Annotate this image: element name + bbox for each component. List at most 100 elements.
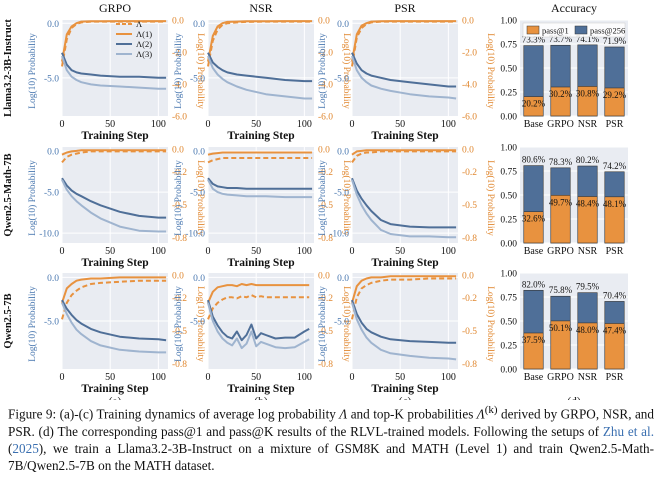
- panel-qwen2-5-7b-grpo-xtick-50: 50: [105, 372, 115, 383]
- bars-llama3-2-3b-instruct-ytick: 0.00: [500, 113, 517, 123]
- panel-llama3-2-3b-instruct-grpo-series-lambda-3: [61, 55, 167, 90]
- bar-legend-label-pass256: pass@256: [590, 26, 625, 36]
- caption-text-2: and top-K probabilities: [347, 406, 477, 422]
- bars-llama3-2-3b-instruct-label-pass1-grpo: 30.2%: [549, 89, 573, 99]
- figure-caption: Figure 9: (a)-(c) Training dynamics of a…: [8, 402, 654, 474]
- panel-qwen2-5-7b-grpo-ytick-left: 0.0: [47, 274, 59, 284]
- bars-llama3-2-3b-instruct-label-pass1-nsr: 30.8%: [576, 88, 600, 98]
- bar-legend-label-pass1: pass@1: [542, 26, 569, 36]
- row-label-llama3-2-3b-instruct: Llama3.2-3B-Instruct: [3, 19, 14, 117]
- panel-qwen2-5-math-7b-nsr-ytick-left: -10.0: [185, 230, 205, 240]
- panel-qwen2-5-math-7b-psr-ylabel-right: Log(10) Probability: [485, 160, 496, 236]
- panel-llama3-2-3b-instruct-psr-ylabel-right: Log(10) Probability: [485, 33, 496, 109]
- subfig-label-d: (d): [567, 396, 581, 400]
- bars-qwen2-5-7b-bar-pass1-nsr: [577, 322, 598, 370]
- legend-label-lambda-2: Λ(2): [136, 39, 152, 49]
- panel-llama3-2-3b-instruct-nsr-ytick-right: 0.0: [318, 17, 330, 27]
- panel-qwen2-5-math-7b-grpo-series-lambda-1: [61, 149, 167, 156]
- bars-qwen2-5-7b-label-pass1-grpo: 50.1%: [549, 323, 573, 333]
- bars-qwen2-5-math-7b-ytick: 0.50: [500, 192, 517, 202]
- panel-llama3-2-3b-instruct-psr-series-lambda-1: [351, 20, 457, 62]
- panel-qwen2-5-math-7b-psr-ytick-left: -10.0: [329, 230, 349, 240]
- legend-label-lambda-1: Λ(1): [136, 29, 152, 39]
- panel-qwen2-5-math-7b-nsr-xtick-0: 0: [206, 246, 211, 257]
- panel-qwen2-5-7b-psr-ytick-right: -0.8: [462, 360, 477, 370]
- panel-qwen2-5-math-7b-nsr-ytick-right: 0.0: [318, 146, 330, 156]
- bars-llama3-2-3b-instruct-xtick-nsr: NSR: [578, 119, 598, 130]
- panel-qwen2-5-7b-grpo-series-lambda-2: [61, 299, 167, 342]
- bars-qwen2-5-math-7b-ytick: 0.75: [500, 168, 517, 178]
- panel-qwen2-5-7b-psr-ytick-left: 0.0: [337, 274, 349, 284]
- citation-link[interactable]: Zhu et al.: [602, 423, 654, 439]
- panel-llama3-2-3b-instruct-grpo-xlabel: Training Step: [81, 130, 148, 142]
- bars-llama3-2-3b-instruct-label-pass1-psr: 29.2%: [603, 90, 627, 100]
- row-label-qwen2-5-math-7b: Qwen2.5-Math-7B: [3, 153, 14, 236]
- panel-qwen2-5-math-7b-psr-series-lambda: [351, 150, 457, 163]
- panel-qwen2-5-7b-nsr-ytick-right: -0.8: [318, 360, 333, 370]
- bars-qwen2-5-math-7b-label-pass1-nsr: 48.4%: [576, 199, 600, 209]
- panel-qwen2-5-7b-psr-series-lambda-2: [351, 299, 457, 344]
- panel-llama3-2-3b-instruct-psr-ytick-right: -6.0: [462, 113, 477, 123]
- bars-qwen2-5-7b-xtick-psr: PSR: [606, 372, 624, 383]
- panel-qwen2-5-7b-nsr-series-lambda-2: [207, 299, 310, 342]
- panel-qwen2-5-7b-nsr-xlabel: Training Step: [227, 383, 294, 395]
- bars-llama3-2-3b-instruct-ytick: 0.25: [500, 89, 517, 99]
- legend-label-lambda-3: Λ(3): [136, 49, 152, 59]
- panel-llama3-2-3b-instruct-psr-plot-area: [352, 20, 458, 116]
- panel-qwen2-5-math-7b-nsr-ylabel-left: Log(10) Probability: [173, 160, 184, 236]
- panel-qwen2-5-7b-grpo-series-lambda-1: [61, 276, 167, 304]
- panel-qwen2-5-7b-grpo-ytick-right: -0.8: [172, 360, 187, 370]
- bars-llama3-2-3b-instruct-label-pass256-psr: 71.9%: [603, 36, 627, 46]
- citation-year-link[interactable]: 2025: [12, 440, 39, 456]
- panel-qwen2-5-math-7b-grpo-ytick-right: 0.0: [172, 146, 184, 156]
- panel-qwen2-5-7b-psr-ytick-left: -5.0: [334, 318, 349, 328]
- panel-llama3-2-3b-instruct-nsr-xtick-100: 100: [297, 119, 312, 130]
- bars-qwen2-5-7b-label-pass256-psr: 70.4%: [603, 290, 627, 300]
- subfig-label-c: (c): [399, 396, 412, 400]
- panel-qwen2-5-7b-nsr-ytick-right: -0.5: [318, 327, 333, 337]
- panel-qwen2-5-math-7b-nsr-series-lambda-2: [207, 177, 313, 190]
- bars-qwen2-5-math-7b-bar-pass1-nsr: [577, 196, 598, 244]
- bars-llama3-2-3b-instruct-label-pass1-base: 20.2%: [522, 99, 546, 109]
- bars-qwen2-5-math-7b-bar-pass1-psr: [604, 196, 625, 244]
- bar-legend-box: [522, 22, 626, 38]
- panel-llama3-2-3b-instruct-nsr-xlabel: Training Step: [227, 130, 294, 142]
- panel-qwen2-5-math-7b-psr-ytick-right: -0.2: [462, 168, 477, 178]
- panel-llama3-2-3b-instruct-nsr-ytick-right: -2.0: [318, 49, 333, 59]
- bars-qwen2-5-math-7b-label-pass256-grpo: 78.3%: [549, 157, 573, 167]
- panel-qwen2-5-7b-nsr-ylabel-left: Log(10) Probability: [173, 286, 184, 362]
- panel-qwen2-5-7b-nsr-xtick-50: 50: [251, 372, 261, 383]
- panel-llama3-2-3b-instruct-psr-ytick-right: 0.0: [462, 17, 474, 27]
- panel-llama3-2-3b-instruct-nsr-plot-area: [208, 20, 314, 116]
- col-title-accuracy: Accuracy: [551, 1, 597, 15]
- panel-qwen2-5-math-7b-grpo-xlabel: Training Step: [81, 257, 148, 269]
- panel-llama3-2-3b-instruct-psr-ytick-right: -4.0: [462, 81, 477, 91]
- bars-llama3-2-3b-instruct-xtick-base: Base: [524, 119, 544, 130]
- bars-qwen2-5-math-7b-label-pass256-base: 80.6%: [522, 155, 546, 165]
- bars-llama3-2-3b-instruct-ytick: 1.00: [500, 17, 517, 27]
- bars-llama3-2-3b-instruct-bar-pass1-psr: [604, 87, 625, 117]
- panel-qwen2-5-math-7b-grpo-series-lambda-2: [61, 177, 167, 219]
- panel-llama3-2-3b-instruct-grpo-ytick-left: -5.0: [44, 74, 59, 84]
- panel-qwen2-5-math-7b-nsr-xtick-100: 100: [297, 246, 312, 257]
- panel-qwen2-5-math-7b-grpo-ylabel-right: Log(10) Probability: [195, 160, 206, 236]
- bars-qwen2-5-7b-xtick-grpo: GRPO: [547, 372, 574, 383]
- panel-qwen2-5-math-7b-psr-ytick-left: -5.0: [334, 189, 349, 199]
- panel-qwen2-5-math-7b-nsr-ytick-left: -5.0: [190, 189, 205, 199]
- panel-qwen2-5-math-7b-grpo-ytick-left: -10.0: [39, 230, 59, 240]
- panel-qwen2-5-math-7b-grpo-xtick-50: 50: [105, 246, 115, 257]
- bars-llama3-2-3b-instruct-bar-pass1-base: [523, 96, 544, 117]
- caption-text-4: (: [8, 440, 13, 456]
- caption-lambda-symbol: Λ: [339, 406, 348, 422]
- bars-qwen2-5-7b-bar-pass1-base: [523, 332, 544, 370]
- panel-llama3-2-3b-instruct-psr-xtick-0: 0: [350, 119, 355, 130]
- panel-qwen2-5-7b-grpo-ytick-left: -5.0: [44, 318, 59, 328]
- panel-qwen2-5-math-7b-nsr-series-lambda: [207, 157, 313, 164]
- panel-llama3-2-3b-instruct-grpo-xtick-100: 100: [151, 119, 166, 130]
- panel-qwen2-5-math-7b-nsr-ytick-right: -0.5: [318, 201, 333, 211]
- panel-qwen2-5-7b-grpo-ylabel-left: Log(10) Probability: [27, 286, 38, 362]
- panel-llama3-2-3b-instruct-grpo-ytick-left: 0.0: [47, 20, 59, 30]
- bars-qwen2-5-math-7b-label-pass1-base: 32.6%: [522, 214, 546, 224]
- panel-qwen2-5-math-7b-nsr-ytick-left: 0.0: [193, 148, 205, 158]
- panel-qwen2-5-math-7b-nsr-xtick-50: 50: [251, 246, 261, 257]
